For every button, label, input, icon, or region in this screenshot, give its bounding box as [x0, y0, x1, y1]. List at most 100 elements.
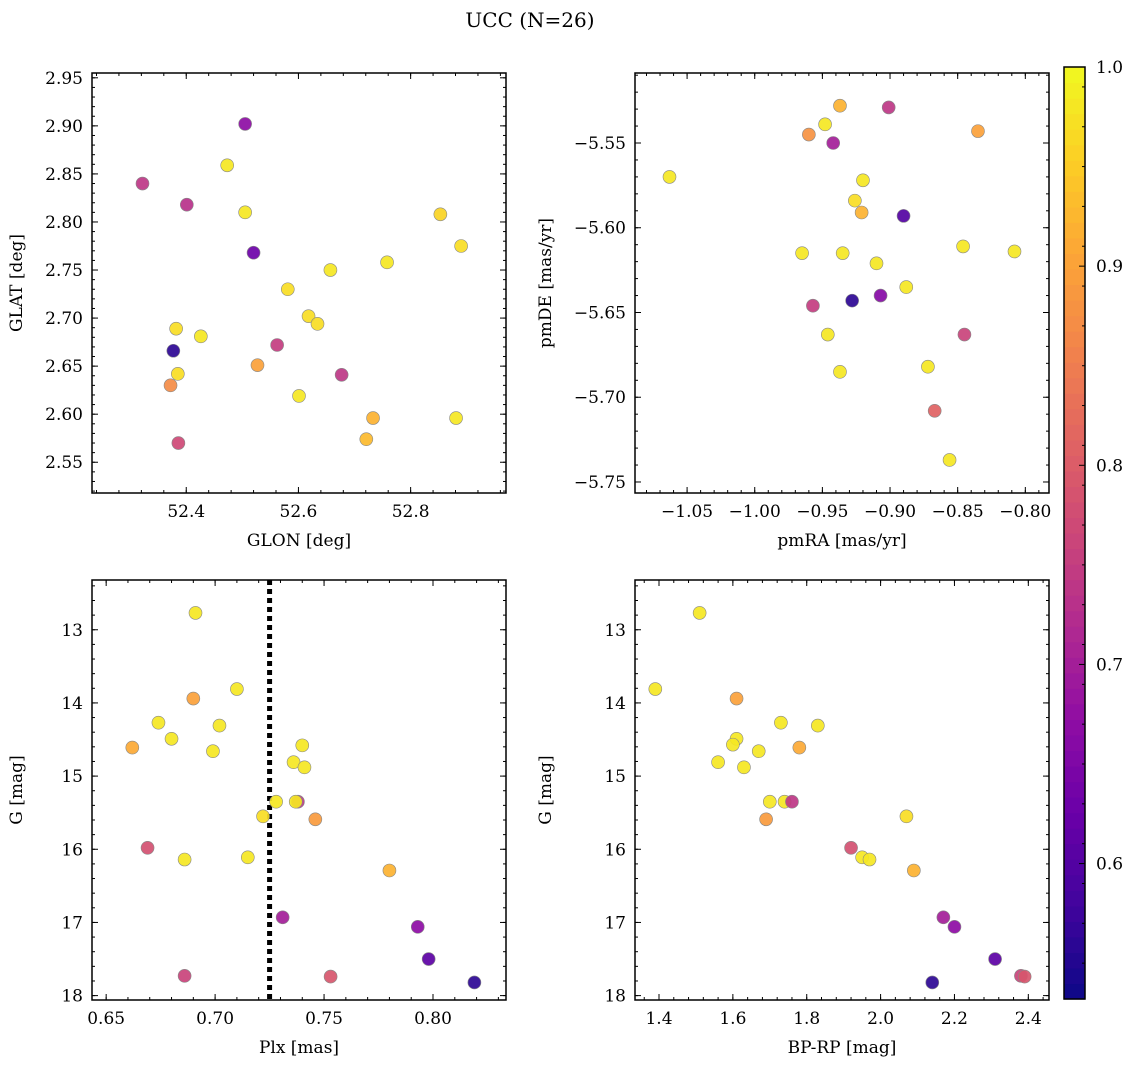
colorbar-slice — [1064, 828, 1085, 845]
colorbar-tick-label: 0.9 — [1096, 257, 1123, 277]
colorbar-tick-label: 0.7 — [1096, 655, 1123, 675]
scatter-point — [662, 170, 677, 184]
scatter-point — [280, 282, 295, 297]
scatter-point — [297, 760, 312, 775]
colorbar-slice — [1064, 393, 1085, 410]
y-tick-label: 18 — [604, 987, 626, 1007]
scatter-point — [854, 205, 869, 220]
colorbar-slice — [1064, 533, 1085, 550]
colorbar-slice — [1064, 408, 1085, 425]
scatter-point — [826, 136, 841, 150]
x-tick-label: 2.0 — [867, 1009, 894, 1029]
scatter-point — [269, 794, 283, 809]
scatter-point — [802, 127, 816, 142]
scatter-point — [648, 682, 663, 696]
x-tick-label: 2.4 — [1015, 1009, 1042, 1029]
colorbar-slice — [1064, 797, 1085, 814]
scatter-point — [220, 158, 234, 173]
scatter-point — [795, 246, 809, 260]
colorbar-slice — [1064, 703, 1085, 720]
colorbar-slice — [1064, 82, 1085, 99]
scatter-point — [421, 952, 436, 966]
scatter-point — [169, 321, 183, 336]
axes-frame — [91, 72, 507, 494]
scatter-point — [288, 794, 303, 809]
colorbar-slice — [1064, 284, 1085, 301]
colorbar-slice — [1064, 688, 1085, 705]
axis-ticks — [635, 580, 1049, 1000]
scatter-point — [862, 852, 877, 867]
scatter-point — [382, 863, 397, 878]
panel-plx-g: 0.65 0.70 0.75 0.80 13 14 15 16 17 18 Plx [mas] G [… — [7, 579, 507, 1058]
scatter-point — [250, 358, 265, 372]
colorbar-slice — [1064, 579, 1085, 596]
scatter-point — [310, 317, 325, 331]
colorbar-slice — [1064, 657, 1085, 674]
scatter-point — [729, 691, 744, 706]
y-tick-label: 2.90 — [45, 117, 83, 137]
scatter-point — [449, 411, 463, 425]
panel-pmra-pmde: −1.05 −1.00 −0.95 −0.90 −0.85 −0.80 −5.75 −5.70… — [536, 72, 1051, 551]
scatter-point — [957, 327, 972, 342]
panel-glon-glat: 52.4 52.6 52.8 2.55 2.60 2.65 2.70 2.75 2.80 2.85… — [7, 69, 507, 551]
colorbar-slice — [1064, 160, 1085, 177]
scatter-point — [334, 367, 349, 382]
y-tick-label: −5.70 — [574, 388, 626, 408]
scatter-point — [848, 193, 862, 208]
colorbar-slice — [1064, 781, 1085, 798]
scatter-point — [942, 453, 957, 467]
scatter-point — [206, 744, 220, 759]
scatter-point — [454, 239, 468, 253]
axes-frame — [91, 579, 507, 1001]
scatter-point — [726, 737, 740, 752]
scatter-point — [180, 197, 194, 212]
colorbar-slice — [1064, 268, 1085, 286]
scatter-point — [818, 117, 832, 132]
scatter-point — [811, 718, 825, 733]
figure-title: UCC (N=26) — [465, 8, 594, 32]
scatter-point — [380, 255, 394, 270]
scatter-points — [662, 98, 1022, 467]
colorbar-tick-label: 0.8 — [1096, 456, 1123, 476]
colorbar-slice — [1064, 144, 1085, 161]
scatter-point — [186, 691, 201, 706]
y-tick-label: 17 — [604, 913, 626, 933]
scatter-point — [301, 309, 316, 323]
colorbar-slice — [1064, 610, 1085, 627]
scatter-point — [212, 718, 227, 733]
colorbar-slice — [1064, 548, 1085, 565]
scatter-point — [873, 288, 888, 303]
scatter-point — [947, 920, 962, 934]
colorbar-slice — [1064, 967, 1085, 985]
y-tick-label: −5.75 — [574, 473, 626, 493]
x-tick-label: −0.90 — [864, 502, 916, 522]
colorbar: 0.6 0.7 0.8 0.9 1.0 — [1063, 58, 1123, 1000]
scatter-point — [163, 378, 178, 393]
y-tick-label: 14 — [61, 694, 83, 714]
scatter-point — [762, 794, 777, 809]
colorbar-slice — [1064, 191, 1085, 208]
colorbar-slice — [1064, 501, 1085, 519]
colorbar-slice — [1064, 486, 1085, 503]
y-tick-label: 2.65 — [45, 357, 83, 377]
colorbar-slice — [1064, 439, 1085, 456]
scatter-point — [295, 738, 310, 753]
colorbar-slice — [1064, 812, 1085, 829]
colorbar-slice — [1064, 206, 1085, 223]
colorbar-slice — [1064, 237, 1085, 254]
y-tick-label: 15 — [61, 767, 83, 787]
scatter-point — [246, 245, 261, 260]
scatter-point — [899, 280, 914, 294]
colorbar-slice — [1064, 222, 1085, 239]
y-tick-label: 16 — [61, 840, 83, 860]
panels: 52.4 52.6 52.8 2.55 2.60 2.65 2.70 2.75 2.80 2.85… — [7, 69, 1051, 1058]
colorbar-slice — [1064, 859, 1085, 876]
scatter-point — [845, 293, 859, 308]
y-tick-label: 13 — [604, 621, 626, 641]
colorbar-tick-label: 0.6 — [1096, 855, 1123, 875]
x-tick-label: 52.4 — [167, 502, 205, 522]
scatter-point — [835, 246, 850, 260]
scatter-point — [988, 952, 1002, 966]
y-tick-label: 2.55 — [45, 453, 83, 473]
